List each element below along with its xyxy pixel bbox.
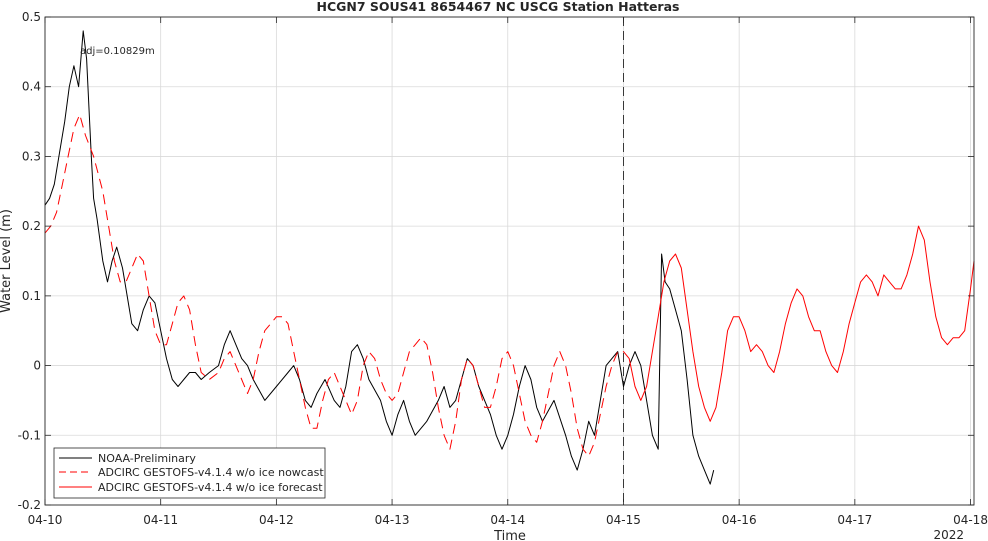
forecast-series-line (623, 225, 975, 422)
y-tick-label: 0.2 (22, 219, 41, 233)
axes-box (44, 16, 975, 506)
legend-box (53, 447, 326, 499)
y-axis-label: Water Level (m) (0, 209, 14, 313)
year-label: 2022 (933, 528, 964, 541)
plot-area (45, 17, 974, 505)
x-tick-label: 04-10 (28, 513, 63, 527)
y-tick-label: 0.4 (22, 80, 41, 94)
observed-series-line (44, 30, 715, 485)
x-tick-label: 04-18 (953, 513, 988, 527)
legend-label-observed: NOAA-Preliminary (98, 452, 196, 465)
nowcast-series-line (44, 114, 624, 457)
y-tick-label: -0.1 (18, 428, 41, 442)
x-tick-label: 04-14 (490, 513, 525, 527)
x-tick-label: 04-12 (259, 513, 294, 527)
y-tick-label: -0.2 (18, 498, 41, 512)
y-tick-label: 0.3 (22, 149, 41, 163)
y-tick-label: 0.5 (22, 10, 41, 24)
chart-title: HCGN7 SOUS41 8654467 NC USCG Station Hat… (317, 0, 680, 14)
legend-label-nowcast: ADCIRC GESTOFS-v4.1.4 w/o ice nowcast (98, 466, 324, 479)
y-tick-label: 0.1 (22, 289, 41, 303)
x-tick-label: 04-16 (722, 513, 757, 527)
x-axis-label: Time (493, 529, 526, 541)
y-tick-label: 0 (33, 359, 41, 373)
adjustment-annotation: adj=0.10829m (80, 46, 155, 57)
legend-label-forecast: ADCIRC GESTOFS-v4.1.4 w/o ice forecast (98, 481, 323, 494)
x-tick-label: 04-13 (375, 513, 410, 527)
x-tick-label: 04-17 (837, 513, 872, 527)
x-tick-label: 04-11 (143, 513, 178, 527)
tick-group: 04-10 04-11 04-12 04-13 04-14 04-15 04-16 04-17… (18, 10, 988, 527)
x-tick-label: 04-15 (606, 513, 641, 527)
series-group (44, 30, 975, 485)
legend: NOAA-Preliminary ADCIRC GESTOFS-v4.1.4 w… (53, 447, 326, 499)
